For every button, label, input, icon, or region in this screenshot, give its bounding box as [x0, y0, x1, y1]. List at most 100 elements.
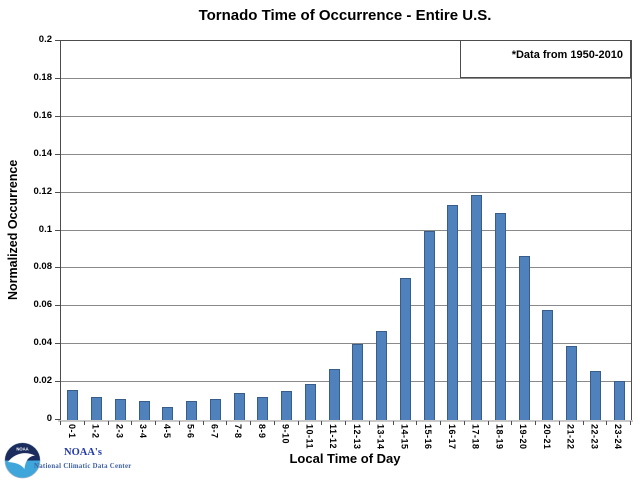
x-tick-label: 0-1 [67, 424, 77, 439]
bar-14-15 [400, 278, 411, 420]
bar-7-8 [234, 393, 245, 420]
x-tick-mark [416, 421, 417, 425]
x-tick-mark [488, 421, 489, 425]
x-tick-label: 5-6 [186, 424, 196, 439]
x-tick-label: 13-14 [376, 424, 386, 450]
x-tick-label: 7-8 [233, 424, 243, 439]
x-tick-mark [393, 421, 394, 425]
plot-area [60, 40, 632, 421]
annotation-box: *Data from 1950-2010 [460, 40, 631, 78]
gridline [61, 305, 631, 306]
y-tick-label: 0 [0, 413, 52, 424]
x-tick-label: 3-4 [138, 424, 148, 439]
gridline [61, 116, 631, 117]
noaa-logo-icon: NOAA [4, 441, 41, 481]
x-tick-mark [274, 421, 275, 425]
x-tick-label: 10-11 [304, 424, 314, 449]
x-tick-mark [155, 421, 156, 425]
x-tick-mark [535, 421, 536, 425]
y-tick-mark [55, 343, 60, 344]
y-tick-label: 0.16 [0, 110, 52, 121]
y-tick-label: 0.12 [0, 186, 52, 197]
x-tick-mark [583, 421, 584, 425]
x-tick-label: 22-23 [589, 424, 599, 450]
bar-3-4 [139, 401, 150, 420]
noaa-org-label: NOAA's [64, 447, 102, 458]
y-tick-mark [55, 116, 60, 117]
y-tick-mark [55, 230, 60, 231]
gridline [61, 192, 631, 193]
x-tick-mark [84, 421, 85, 425]
y-tick-label: 0.1 [0, 224, 52, 235]
y-tick-label: 0.14 [0, 148, 52, 159]
x-tick-label: 14-15 [399, 424, 409, 450]
gridline [61, 230, 631, 231]
x-tick-label: 4-5 [162, 424, 172, 439]
x-tick-mark [131, 421, 132, 425]
bar-13-14 [376, 331, 387, 420]
y-tick-mark [55, 267, 60, 268]
bar-9-10 [281, 391, 292, 420]
y-tick-label: 0.18 [0, 72, 52, 83]
x-tick-label: 1-2 [91, 424, 101, 439]
x-tick-label: 17-18 [471, 424, 481, 450]
x-tick-label: 9-10 [281, 424, 291, 444]
svg-text:NOAA: NOAA [16, 447, 28, 452]
x-tick-mark [440, 421, 441, 425]
bar-21-22 [566, 346, 577, 420]
y-tick-mark [55, 419, 60, 420]
x-tick-label: 15-16 [423, 424, 433, 450]
x-tick-label: 23-24 [613, 424, 623, 450]
y-tick-label: 0.08 [0, 261, 52, 272]
y-tick-label: 0.2 [0, 34, 52, 45]
gridline [61, 78, 631, 79]
x-tick-label: 20-21 [542, 424, 552, 450]
x-tick-mark [345, 421, 346, 425]
bar-15-16 [424, 231, 435, 420]
bar-12-13 [352, 344, 363, 420]
bar-5-6 [186, 401, 197, 420]
x-tick-label: 11-12 [328, 424, 338, 449]
x-tick-mark [321, 421, 322, 425]
gridline [61, 267, 631, 268]
bar-10-11 [305, 384, 316, 420]
gridline [61, 154, 631, 155]
y-tick-mark [55, 192, 60, 193]
bar-2-3 [115, 399, 126, 420]
y-tick-mark [55, 40, 60, 41]
x-tick-mark [179, 421, 180, 425]
bar-1-2 [91, 397, 102, 420]
x-tick-mark [108, 421, 109, 425]
x-tick-label: 8-9 [257, 424, 267, 439]
x-tick-label: 6-7 [209, 424, 219, 439]
bar-6-7 [210, 399, 221, 420]
bar-11-12 [329, 369, 340, 420]
y-tick-mark [55, 78, 60, 79]
x-tick-mark [226, 421, 227, 425]
tornado-occurrence-chart: Tornado Time of Occurrence - Entire U.S.… [0, 0, 640, 480]
x-tick-label: 2-3 [114, 424, 124, 439]
x-tick-mark [203, 421, 204, 425]
bar-16-17 [447, 205, 458, 420]
footer: NOAA NOAA's National Climatic Data Cente… [0, 438, 220, 480]
y-tick-mark [55, 381, 60, 382]
x-tick-mark [298, 421, 299, 425]
bar-0-1 [67, 390, 78, 420]
x-tick-mark [630, 421, 631, 425]
bar-20-21 [542, 310, 553, 420]
x-tick-label: 16-17 [447, 424, 457, 450]
x-tick-label: 19-20 [518, 424, 528, 450]
y-tick-label: 0.06 [0, 299, 52, 310]
y-tick-label: 0.02 [0, 375, 52, 386]
x-tick-mark [606, 421, 607, 425]
x-tick-mark [559, 421, 560, 425]
chart-title: Tornado Time of Occurrence - Entire U.S. [60, 7, 630, 24]
noaa-center-label: National Climatic Data Center [34, 463, 132, 470]
bar-8-9 [257, 397, 268, 420]
x-tick-label: 12-13 [352, 424, 362, 450]
bar-17-18 [471, 195, 482, 420]
x-tick-mark [511, 421, 512, 425]
x-tick-mark [250, 421, 251, 425]
bar-4-5 [162, 407, 173, 420]
x-tick-mark [60, 421, 61, 425]
